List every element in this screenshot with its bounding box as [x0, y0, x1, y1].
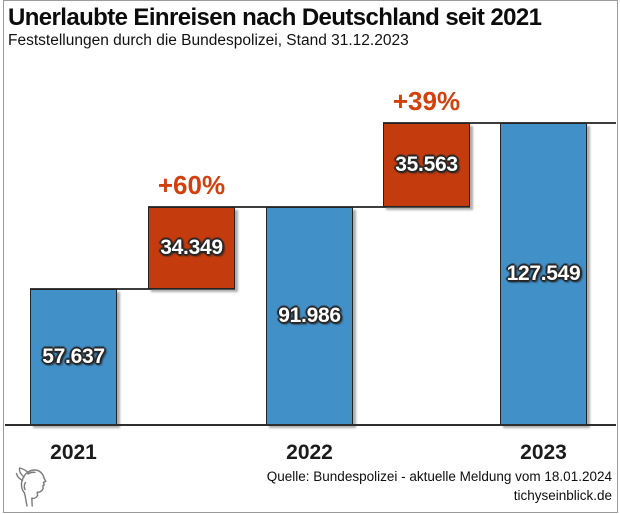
bar-value-label: 91.986	[278, 304, 341, 327]
bar-value-label: 35.563	[395, 153, 458, 176]
bar-2021: 57.637	[30, 289, 117, 425]
tichys-einblick-logo-icon	[15, 467, 47, 507]
bar-value-label: 34.349	[160, 236, 223, 259]
delta-bar-2: 35.563	[383, 123, 470, 207]
pct-label-39: +39%	[392, 86, 461, 116]
bar-value-label: 127.549	[506, 262, 581, 285]
delta-bar-1: 34.349	[148, 207, 235, 289]
bar-2022: 91.986	[266, 207, 353, 425]
x-axis-label-2022: 2022	[286, 441, 333, 464]
connector-line-3	[383, 122, 616, 124]
source-line: Quelle: Bundespolizei - aktuelle Meldung…	[266, 469, 612, 484]
chart-title: Unerlaubte Einreisen nach Deutschland se…	[8, 4, 542, 31]
source-credit: Quelle: Bundespolizei - aktuelle Meldung…	[267, 468, 612, 505]
bar-value-label: 57.637	[42, 345, 105, 368]
pct-label-60: +60%	[157, 170, 226, 200]
x-axis-label-2021: 2021	[50, 441, 97, 464]
chart-subtitle: Feststellungen durch die Bundespolizei, …	[8, 32, 409, 49]
connector-line-1	[30, 288, 235, 290]
x-axis-label-2023: 2023	[520, 441, 567, 464]
bar-2023: 127.549	[500, 123, 587, 425]
site-line: tichyseinblick.de	[513, 487, 612, 503]
x-axis-baseline	[5, 424, 616, 426]
